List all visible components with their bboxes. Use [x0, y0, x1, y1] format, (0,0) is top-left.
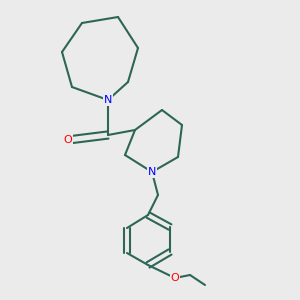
Text: N: N: [104, 95, 112, 105]
Text: O: O: [64, 135, 72, 145]
Text: O: O: [171, 273, 179, 283]
Text: N: N: [148, 167, 156, 177]
